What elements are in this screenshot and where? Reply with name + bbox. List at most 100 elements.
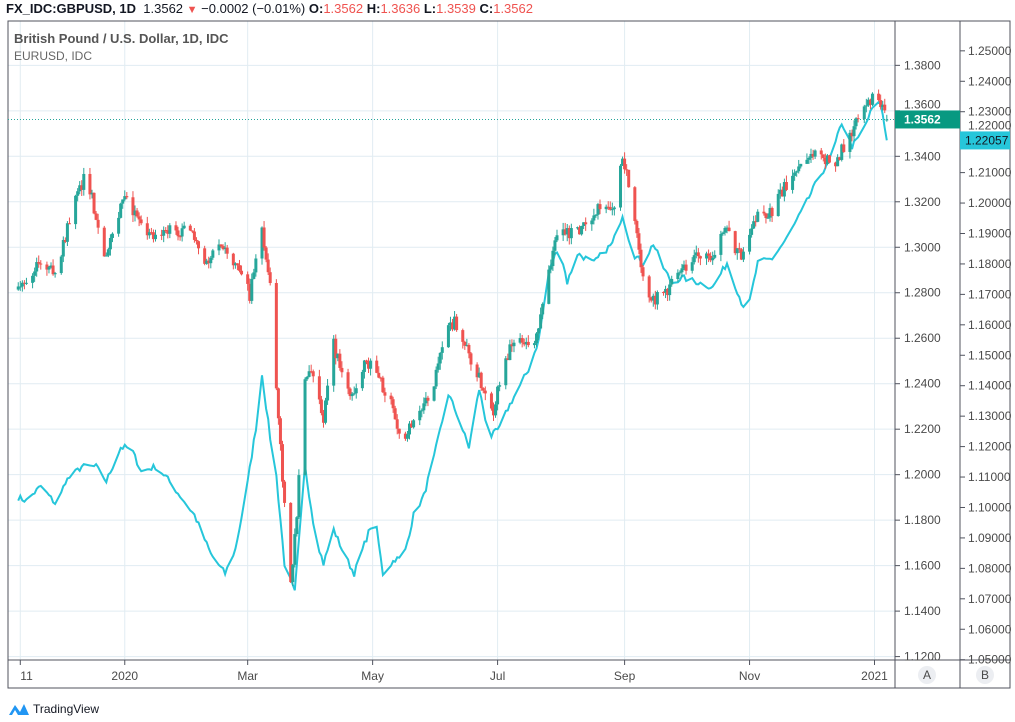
candle-body — [412, 420, 416, 428]
candle-body — [147, 232, 151, 236]
candle-body — [451, 322, 455, 330]
candle-body — [825, 155, 829, 165]
candle — [321, 409, 325, 428]
candle-body — [190, 230, 194, 232]
candle — [151, 229, 155, 243]
candle-body — [793, 172, 797, 176]
candle-body — [231, 253, 235, 266]
candle-body — [719, 233, 723, 255]
candle-body — [733, 231, 737, 254]
candle — [547, 265, 551, 305]
candle — [641, 265, 645, 281]
left-axis-tick-label: 1.3600 — [904, 97, 941, 111]
candle-body — [317, 376, 321, 400]
candle — [426, 395, 430, 407]
left-axis-tick-label: 1.3400 — [904, 149, 941, 163]
candle-body — [784, 182, 788, 190]
candle-body — [203, 248, 207, 264]
candle-body — [563, 229, 567, 235]
candle-body — [221, 246, 225, 250]
chart-frame — [7, 20, 1011, 689]
price-chart[interactable]: 1.3800 1.3600 1.3400 1.3200 1.3000 1.2800 1.26… — [0, 0, 1015, 700]
candle — [535, 332, 539, 347]
candle-body — [555, 235, 559, 241]
candle — [748, 228, 752, 255]
scale-button-a[interactable]: A — [918, 666, 936, 684]
candle-body — [807, 157, 811, 160]
candle — [733, 230, 737, 256]
candle-body — [88, 173, 92, 195]
candle — [108, 234, 112, 256]
candle — [123, 190, 127, 202]
candle — [741, 247, 745, 263]
candle — [350, 391, 354, 401]
candle-body — [340, 367, 344, 373]
candle — [578, 225, 582, 235]
candle-body — [440, 347, 444, 353]
candle-body — [647, 276, 651, 298]
candle-body — [391, 399, 395, 409]
left-axis-tick-label: 1.3800 — [904, 58, 941, 72]
candle-body — [612, 207, 616, 210]
candle — [606, 201, 610, 210]
candle-body — [235, 263, 239, 266]
candle — [332, 335, 336, 392]
candle-body — [567, 228, 571, 239]
candle — [262, 221, 266, 251]
candle — [752, 215, 756, 229]
candle — [713, 250, 717, 259]
candle — [680, 263, 684, 278]
candle-body — [297, 475, 301, 518]
candle — [590, 218, 594, 231]
candle-body — [553, 240, 557, 251]
candle — [268, 267, 272, 286]
candle-body — [174, 225, 178, 231]
candle-body — [834, 162, 838, 167]
candle-body — [750, 228, 754, 235]
candle-body — [250, 278, 254, 301]
candle-body — [354, 388, 358, 394]
candle — [840, 143, 844, 162]
left-axis-tick-label: 1.1200 — [904, 650, 941, 664]
candle-body — [205, 260, 209, 264]
candle — [338, 349, 342, 371]
candle — [692, 249, 696, 265]
candle-body — [145, 223, 149, 236]
candle-body — [596, 204, 600, 215]
candle-body — [133, 210, 137, 216]
candle-body — [180, 228, 184, 237]
candle-body — [711, 257, 715, 261]
candle-body — [74, 195, 78, 225]
candle — [637, 227, 641, 255]
candle-body — [854, 118, 858, 127]
candle — [219, 244, 223, 248]
candle-body — [240, 270, 244, 275]
candle — [678, 270, 682, 276]
candle-body — [403, 433, 407, 439]
scale-button-b[interactable]: B — [976, 666, 994, 684]
time-axis[interactable]: 11 2020 Mar May Jul Sep Nov 2021 — [19, 660, 888, 683]
candle-body — [438, 352, 442, 364]
candle-body — [608, 207, 612, 210]
candle — [418, 405, 422, 426]
candle — [319, 395, 323, 416]
candle-body — [455, 316, 459, 331]
candle — [67, 217, 71, 225]
right-axis-tick-label: 1.14000 — [968, 379, 1012, 393]
candle-body — [151, 232, 155, 240]
candle — [555, 229, 559, 243]
left-price-axis[interactable]: 1.3800 1.3600 1.3400 1.3200 1.3000 1.2800 1.26… — [8, 58, 960, 664]
candle — [666, 287, 670, 302]
candle — [461, 328, 465, 349]
candle-body — [483, 390, 487, 394]
candle-body — [283, 481, 287, 503]
compare-series-title[interactable]: EURUSD, IDC — [14, 49, 93, 63]
candle-body — [31, 275, 35, 283]
tradingview-logo[interactable]: TradingView — [8, 702, 99, 716]
right-axis-tick-label: 1.12000 — [968, 440, 1012, 454]
candle — [561, 222, 565, 241]
candle-body — [537, 328, 541, 334]
candle-body — [61, 239, 65, 257]
candle-body — [463, 341, 467, 346]
